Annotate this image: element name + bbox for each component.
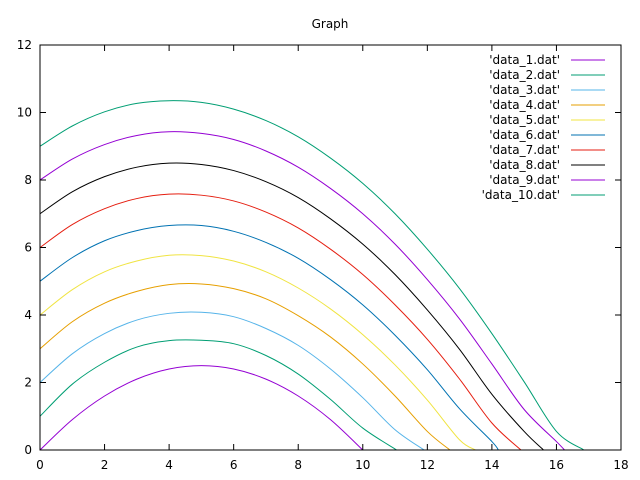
y-tick-label: 2: [24, 376, 32, 390]
legend-label: 'data_10.dat': [482, 188, 560, 202]
series-line-9: [39, 131, 565, 451]
x-tick-label: 18: [613, 458, 628, 472]
legend-label: 'data_5.dat': [489, 113, 560, 127]
legend: 'data_1.dat''data_2.dat''data_3.dat''dat…: [482, 53, 605, 202]
y-axis: 0 2 4 6 8 10 12: [17, 38, 621, 457]
y-tick-label: 4: [24, 308, 32, 322]
x-tick-label: 6: [230, 458, 238, 472]
legend-label: 'data_1.dat': [489, 53, 560, 67]
chart-title: Graph: [312, 17, 349, 31]
x-tick-label: 12: [420, 458, 435, 472]
legend-label: 'data_4.dat': [489, 98, 560, 112]
legend-label: 'data_9.dat': [489, 173, 560, 187]
x-axis: 0 2 4 6 8 10 12 14 16 18: [36, 45, 629, 472]
x-tick-label: 16: [549, 458, 564, 472]
legend-label: 'data_8.dat': [489, 158, 560, 172]
series-line-5: [39, 254, 477, 451]
series-line-8: [39, 162, 544, 451]
legend-label: 'data_3.dat': [489, 83, 560, 97]
y-tick-label: 10: [17, 106, 32, 120]
y-tick-label: 12: [17, 38, 32, 52]
y-tick-label: 0: [24, 443, 32, 457]
x-tick-label: 2: [101, 458, 109, 472]
x-tick-label: 14: [484, 458, 499, 472]
y-tick-label: 8: [24, 173, 32, 187]
series-line-3: [39, 311, 425, 451]
series-line-7: [39, 193, 522, 451]
legend-label: 'data_6.dat': [489, 128, 560, 142]
plot-lines: [39, 100, 585, 451]
legend-label: 'data_2.dat': [489, 68, 560, 82]
x-tick-label: 4: [165, 458, 173, 472]
x-tick-label: 8: [294, 458, 302, 472]
x-tick-label: 0: [36, 458, 44, 472]
series-line-1: [39, 365, 364, 451]
x-tick-label: 10: [355, 458, 370, 472]
series-line-2: [39, 339, 397, 451]
series-line-6: [39, 224, 499, 451]
series-line-4: [39, 283, 451, 451]
series-line-10: [39, 100, 585, 451]
y-tick-label: 6: [24, 241, 32, 255]
legend-label: 'data_7.dat': [489, 143, 560, 157]
